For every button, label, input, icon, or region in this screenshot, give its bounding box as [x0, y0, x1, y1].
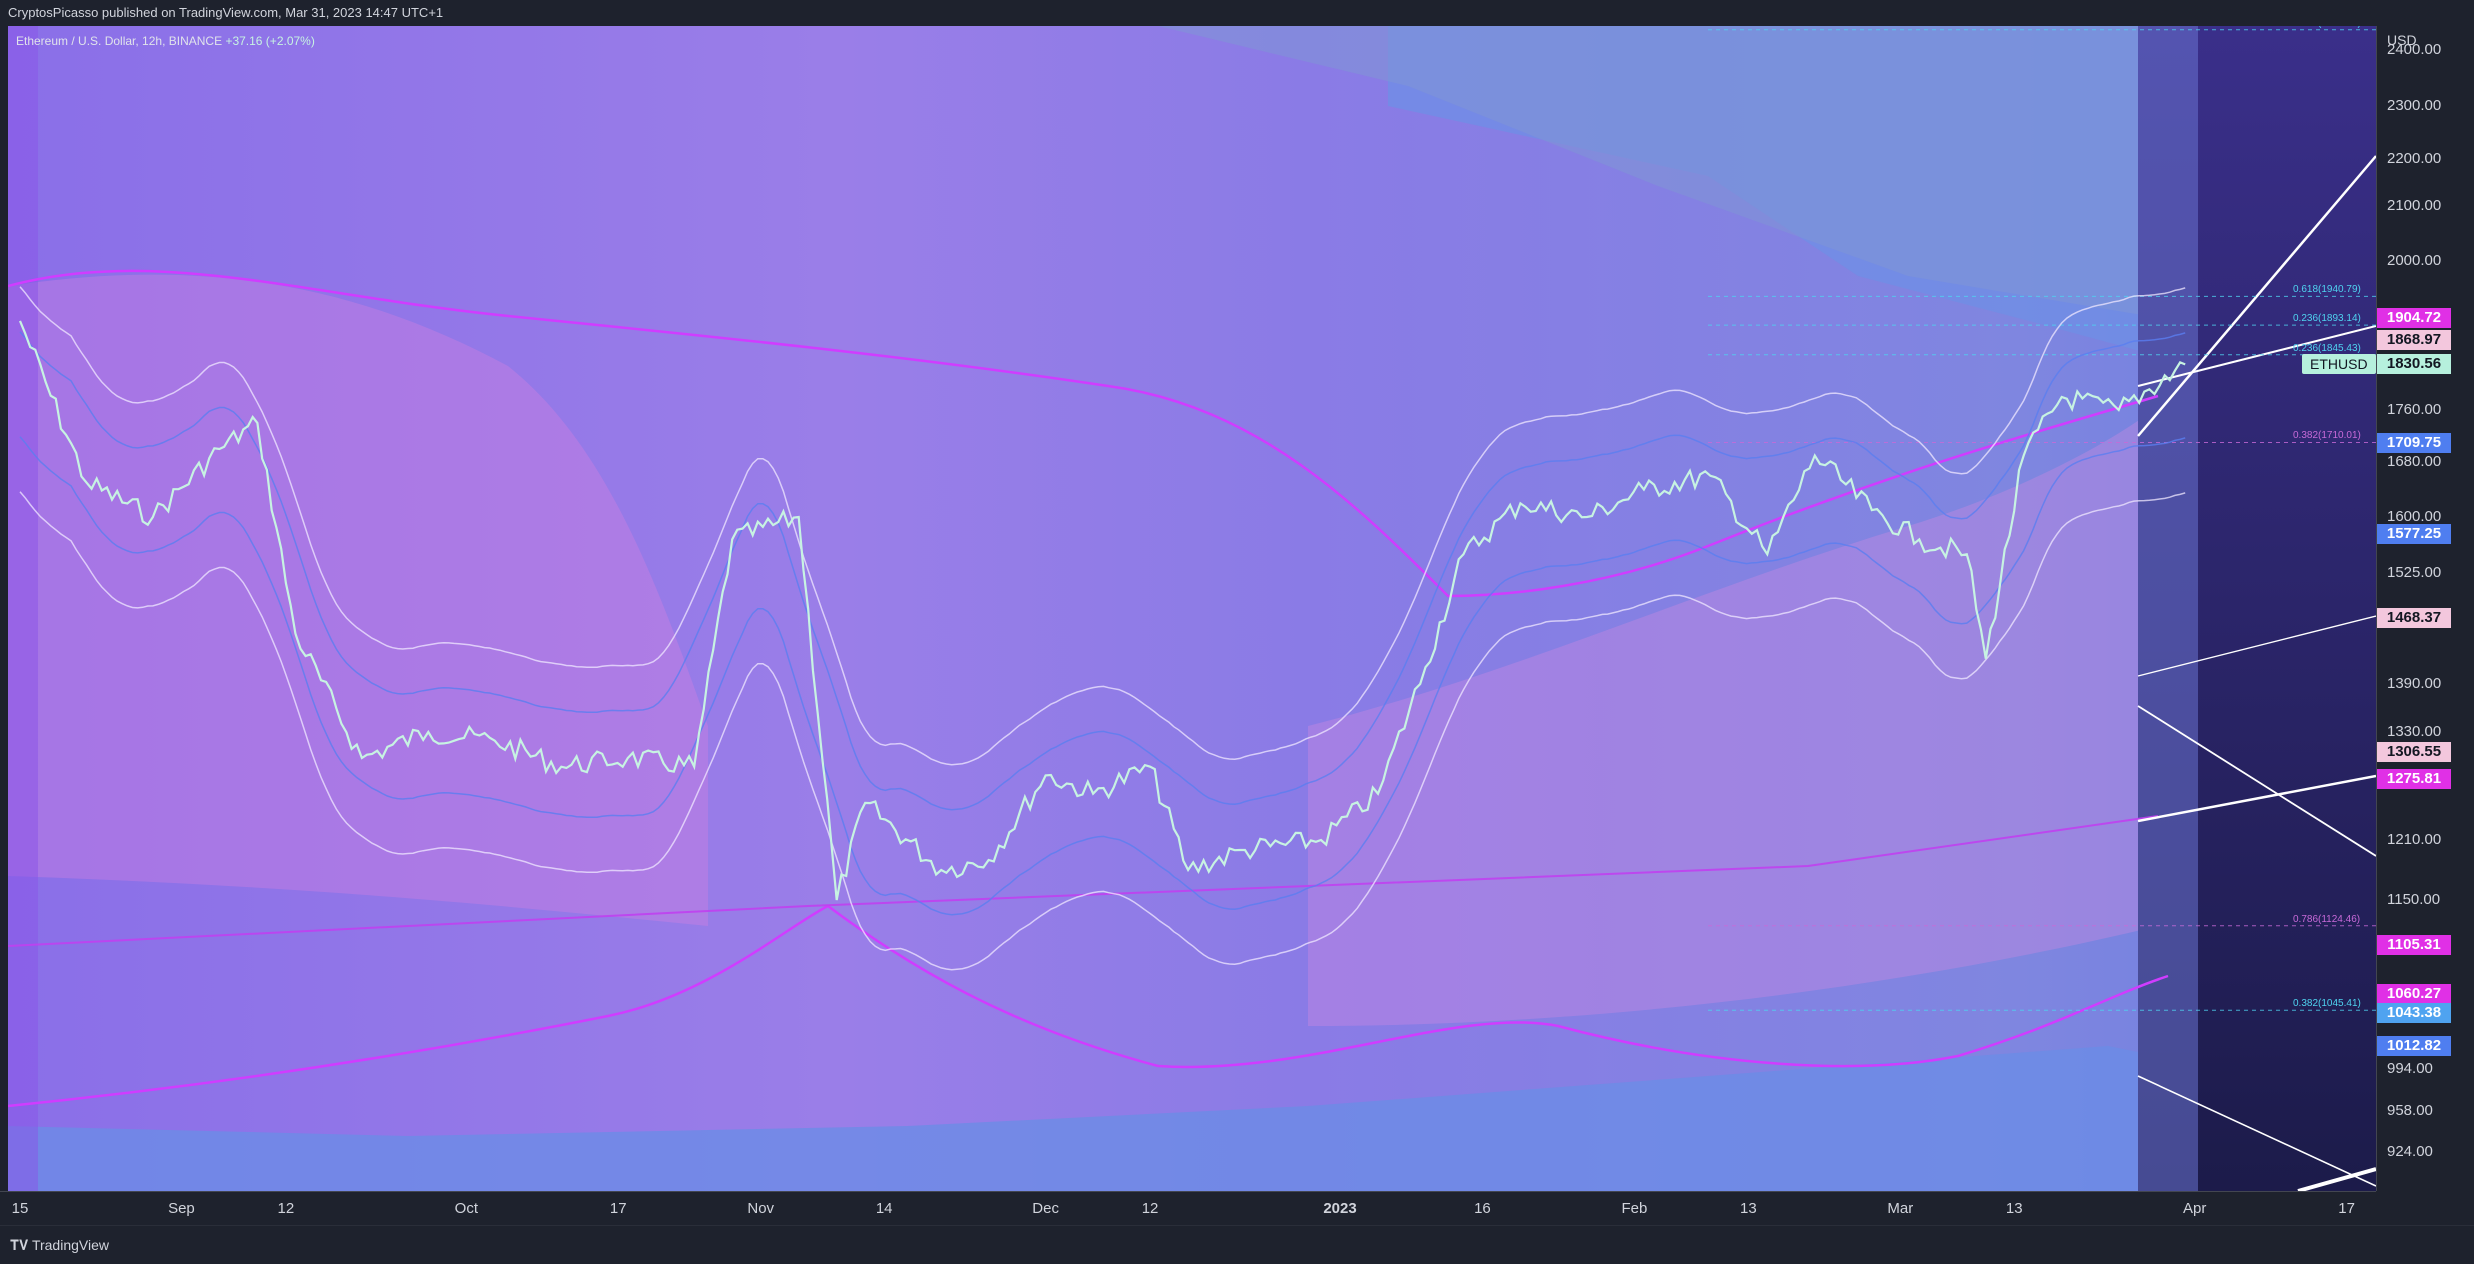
- fib-label: 0.382(1045.41): [2293, 998, 2361, 1010]
- trend-line-5: [2137, 1075, 2376, 1187]
- price-label: 1060.27: [2377, 984, 2451, 1004]
- left-edge-strip: [8, 26, 38, 1191]
- trend-line-1: [2137, 155, 2376, 437]
- chart-area[interactable]: Ethereum / U.S. Dollar, 12h, BINANCE +37…: [8, 26, 2376, 1191]
- trend-line-6: [2297, 1167, 2376, 1191]
- publisher-bar: CryptosPicasso published on TradingView.…: [0, 0, 2474, 26]
- price-tick: 924.00: [2387, 1143, 2433, 1160]
- tradingview-logo-icon: 𝐓𝐕: [10, 1237, 29, 1253]
- upper-grey-cloud: [1158, 26, 2148, 316]
- price-tick: 2300.00: [2387, 97, 2442, 114]
- chart-svg: [8, 26, 2376, 1191]
- envelope-upper: [19, 286, 2186, 766]
- time-tick: Oct: [454, 1200, 478, 1217]
- symbol-badge: ETHUSD: [2302, 354, 2376, 374]
- price-tick: 1760.00: [2387, 401, 2442, 418]
- price-label: 1306.55: [2377, 742, 2451, 763]
- magenta-band-lower: [8, 904, 2169, 1108]
- fib-label: 0.786(1124.46): [2293, 913, 2361, 925]
- time-tick: 12: [1141, 1200, 1159, 1217]
- time-tick: Mar: [1887, 1200, 1914, 1217]
- price-label: 1275.81: [2377, 769, 2451, 789]
- time-tick: 14: [875, 1200, 893, 1217]
- axis-currency: USD: [2387, 32, 2417, 48]
- price-tick: 958.00: [2387, 1102, 2433, 1119]
- fib-label: 0.236(1893.14): [2293, 313, 2361, 325]
- envelope-lower: [19, 491, 2186, 971]
- pink-cloud-right: [1308, 406, 2158, 1026]
- trend-line-7: [2137, 615, 2376, 677]
- time-tick: 2023: [1323, 1200, 1357, 1217]
- fib-label: 0.236(1845.43): [2293, 342, 2361, 354]
- price-tick: 1330.00: [2387, 723, 2442, 740]
- price-tick: 2000.00: [2387, 252, 2442, 269]
- price-tick: 1600.00: [2387, 508, 2442, 525]
- trend-line-3: [2137, 705, 2376, 857]
- publisher-line: CryptosPicasso published on TradingView.…: [8, 5, 444, 20]
- price-label: 1577.25: [2377, 523, 2451, 544]
- price-tick: 1150.00: [2387, 891, 2441, 908]
- footer: 𝐓𝐕 TradingView: [0, 1225, 2474, 1264]
- price-label: 1904.72: [2377, 308, 2451, 328]
- price-tick: 994.00: [2387, 1060, 2433, 1077]
- fib-label: 0.618(1940.79): [2293, 284, 2361, 296]
- time-tick: 13: [1740, 1200, 1757, 1217]
- pink-cloud-left: [8, 274, 708, 927]
- price-label: 1105.31: [2377, 935, 2451, 955]
- price-label: 1012.82: [2377, 1036, 2451, 1056]
- fib-label: 0.382(1710.01): [2293, 430, 2361, 442]
- price-tick: 1390.00: [2387, 675, 2442, 692]
- legend-title: Ethereum / U.S. Dollar, 12h, BINANCE +37…: [16, 34, 315, 48]
- time-tick: 16: [1474, 1200, 1491, 1217]
- fib-label: 0.382(2436.26): [2293, 26, 2361, 29]
- future-zone-strip: [2138, 26, 2198, 1191]
- time-axis[interactable]: 15 Sep 12 Oct 17 Nov 14 Dec 12 2023 16 Feb 13 Mar 13 Ap…: [0, 1191, 2376, 1226]
- time-tick: 15: [11, 1200, 29, 1217]
- time-tick: Apr: [2183, 1200, 2207, 1217]
- magenta-band-mid: [8, 815, 2159, 947]
- trend-line-2: [2137, 325, 2376, 387]
- price-line: [18, 320, 2186, 901]
- time-tick: Feb: [1621, 1200, 1648, 1217]
- blue-band-lower: [19, 436, 2186, 916]
- price-tick: 1525.00: [2387, 564, 2442, 581]
- legend-symbol-line: Ethereum / U.S. Dollar, 12h, BINANCE: [16, 34, 223, 48]
- magenta-band-upper: [8, 269, 2159, 598]
- price-tick: 2100.00: [2387, 197, 2442, 214]
- price-label: 1830.56: [2377, 354, 2451, 374]
- price-tick: 2400.00: [2387, 41, 2442, 58]
- footer-brand: TradingView: [31, 1237, 109, 1253]
- lower-blue-cloud: [8, 1046, 2158, 1191]
- time-tick: 12: [277, 1200, 295, 1217]
- price-label: 1468.37: [2377, 608, 2451, 628]
- price-tick: 1210.00: [2387, 831, 2442, 848]
- time-tick: 17: [2338, 1200, 2355, 1217]
- time-tick: 17: [609, 1200, 627, 1217]
- legend-change: +37.16 (+2.07%): [225, 34, 315, 48]
- price-label: 1709.75: [2377, 432, 2451, 453]
- time-tick: Dec: [1032, 1200, 1059, 1217]
- price-tick: 1680.00: [2387, 453, 2442, 470]
- price-tick: 2200.00: [2387, 150, 2442, 167]
- time-tick: 13: [2005, 1200, 2023, 1217]
- price-label: 1043.38: [2377, 1002, 2451, 1023]
- time-tick: Nov: [747, 1200, 775, 1217]
- blue-band-upper: [19, 331, 2186, 811]
- time-tick: Sep: [168, 1200, 195, 1217]
- trend-line-4: [2137, 774, 2376, 823]
- price-label: 1868.97: [2377, 330, 2451, 351]
